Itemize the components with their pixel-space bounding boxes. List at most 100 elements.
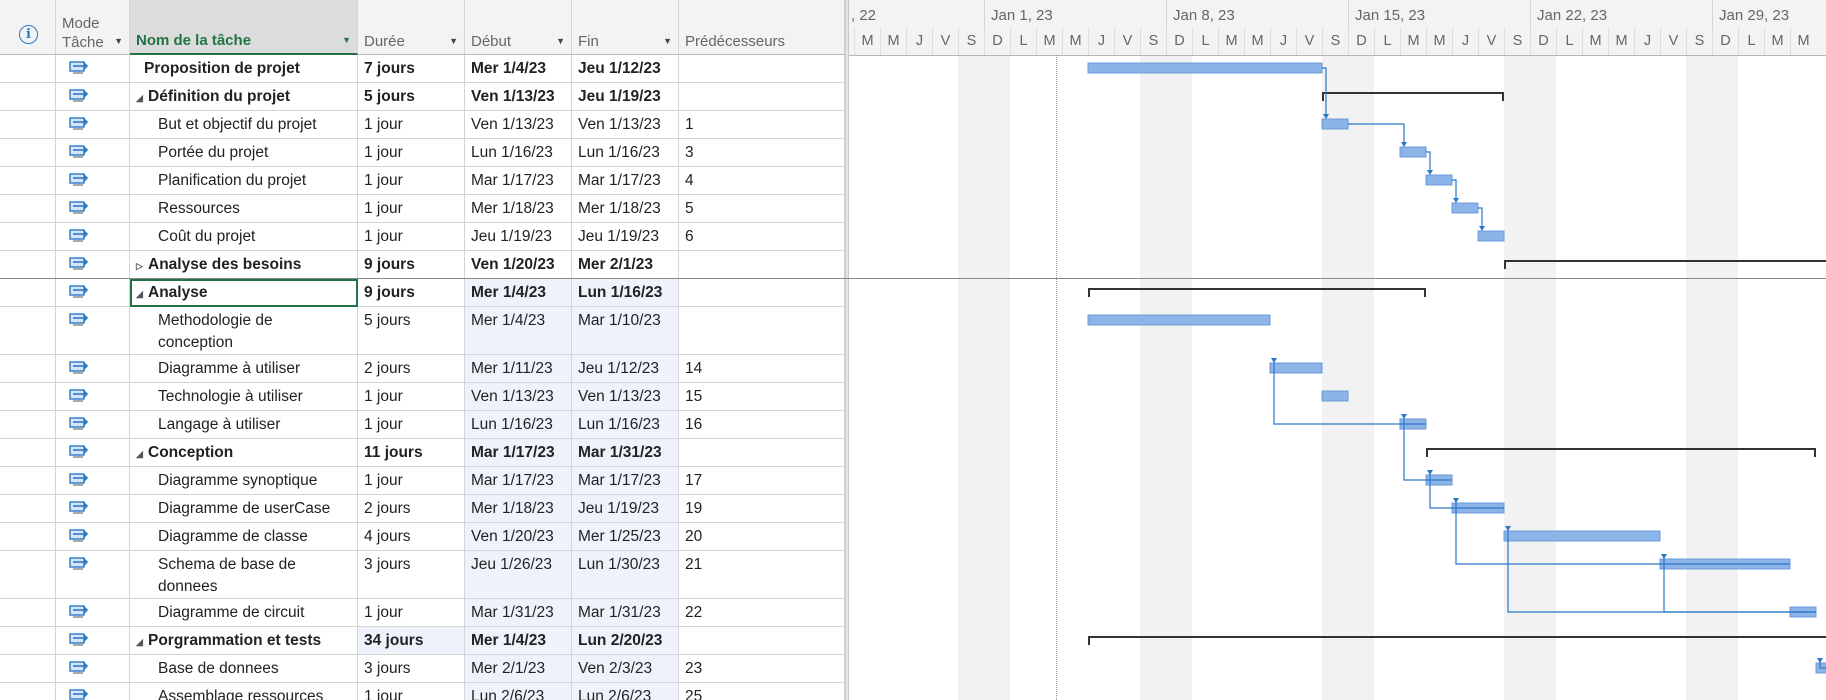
task-mode-cell[interactable] <box>56 279 130 307</box>
task-duration-cell[interactable]: 5 jours <box>358 307 465 355</box>
task-predecessors-cell[interactable]: 1 <box>679 111 845 139</box>
task-name-cell[interactable]: Assemblage ressources <box>130 683 358 700</box>
table-row[interactable]: Base de donnees 3 jours Mer 2/1/23 Ven 2/3/… <box>0 655 845 683</box>
task-name-cell[interactable]: Langage à utiliser <box>130 411 358 439</box>
task-name-cell[interactable]: Coût du projet <box>130 223 358 251</box>
task-duration-cell[interactable]: 3 jours <box>358 655 465 683</box>
table-row[interactable]: Diagramme de circuit 1 jour Mar 1/31/23 Mar… <box>0 599 845 627</box>
row-indicator-cell[interactable] <box>0 599 56 627</box>
finish-column-header[interactable]: Fin ▼ <box>572 0 679 55</box>
task-mode-cell[interactable] <box>56 355 130 383</box>
task-start-cell[interactable]: Ven 1/20/23 <box>465 251 572 279</box>
row-indicator-cell[interactable] <box>0 307 56 355</box>
task-bar[interactable] <box>1087 314 1271 326</box>
row-indicator-cell[interactable] <box>0 195 56 223</box>
chevron-down-icon[interactable]: ▼ <box>114 36 123 46</box>
task-finish-cell[interactable]: Jeu 1/19/23 <box>572 495 679 523</box>
task-bar[interactable] <box>1321 390 1349 402</box>
row-indicator-cell[interactable] <box>0 683 56 700</box>
task-mode-cell[interactable] <box>56 599 130 627</box>
row-indicator-cell[interactable] <box>0 139 56 167</box>
task-predecessors-cell[interactable]: 14 <box>679 355 845 383</box>
task-finish-cell[interactable]: Ven 1/13/23 <box>572 111 679 139</box>
task-mode-cell[interactable] <box>56 467 130 495</box>
task-duration-cell[interactable]: 2 jours <box>358 355 465 383</box>
table-row[interactable]: Ressources 1 jour Mer 1/18/23 Mer 1/18/23 5 <box>0 195 845 223</box>
task-predecessors-cell[interactable]: 23 <box>679 655 845 683</box>
task-duration-cell[interactable]: 3 jours <box>358 551 465 599</box>
task-finish-cell[interactable]: Mer 1/18/23 <box>572 195 679 223</box>
task-name-cell[interactable]: ◢ Porgrammation et tests <box>130 627 358 655</box>
task-finish-cell[interactable]: Ven 2/3/23 <box>572 655 679 683</box>
task-duration-cell[interactable]: 1 jour <box>358 683 465 700</box>
task-start-cell[interactable]: Ven 1/13/23 <box>465 111 572 139</box>
task-mode-cell[interactable] <box>56 111 130 139</box>
task-duration-cell[interactable]: 7 jours <box>358 55 465 83</box>
row-indicator-cell[interactable] <box>0 467 56 495</box>
task-start-cell[interactable]: Lun 1/16/23 <box>465 411 572 439</box>
table-row[interactable]: Schema de base de donnees 3 jours Jeu 1/26… <box>0 551 845 599</box>
table-row[interactable]: Diagramme synoptique 1 jour Mar 1/17/23 Mar… <box>0 467 845 495</box>
task-predecessors-cell[interactable] <box>679 307 845 355</box>
task-predecessors-cell[interactable] <box>679 55 845 83</box>
predecessors-column-header[interactable]: Prédécesseurs <box>679 0 845 55</box>
duration-column-header[interactable]: Durée ▼ <box>358 0 465 55</box>
task-mode-cell[interactable] <box>56 307 130 355</box>
task-finish-cell[interactable]: Mar 1/10/23 <box>572 307 679 355</box>
task-start-cell[interactable]: Jeu 1/19/23 <box>465 223 572 251</box>
row-indicator-cell[interactable] <box>0 111 56 139</box>
task-finish-cell[interactable]: Lun 2/6/23 <box>572 683 679 700</box>
mode-column-header[interactable]: Mode Tâche ▼ <box>56 0 130 55</box>
task-bar[interactable] <box>1321 118 1349 130</box>
task-predecessors-cell[interactable] <box>679 439 845 467</box>
task-mode-cell[interactable] <box>56 551 130 599</box>
table-row[interactable]: Diagramme de classe 4 jours Ven 1/20/23 Mer… <box>0 523 845 551</box>
task-predecessors-cell[interactable] <box>679 83 845 111</box>
row-indicator-cell[interactable] <box>0 223 56 251</box>
row-indicator-cell[interactable] <box>0 279 56 307</box>
info-column-header[interactable]: i <box>0 0 56 55</box>
task-finish-cell[interactable]: Ven 1/13/23 <box>572 383 679 411</box>
task-predecessors-cell[interactable] <box>679 279 845 307</box>
task-predecessors-cell[interactable] <box>679 251 845 279</box>
row-indicator-cell[interactable] <box>0 383 56 411</box>
row-indicator-cell[interactable] <box>0 495 56 523</box>
table-row[interactable]: Diagramme à utiliser 2 jours Mer 1/11/23 Je… <box>0 355 845 383</box>
task-bar[interactable] <box>1399 146 1427 158</box>
row-indicator-cell[interactable] <box>0 83 56 111</box>
table-row[interactable]: But et objectif du projet 1 jour Ven 1/13/… <box>0 111 845 139</box>
task-predecessors-cell[interactable]: 16 <box>679 411 845 439</box>
chevron-down-icon[interactable]: ▼ <box>449 36 458 46</box>
task-bar[interactable] <box>1503 530 1661 542</box>
table-row[interactable]: ◢ Porgrammation et tests 34 jours Mer 1/4/2… <box>0 627 845 655</box>
table-row[interactable]: ▷ Analyse des besoins 9 jours Ven 1/20/23 Me… <box>0 251 845 279</box>
collapse-toggle-icon[interactable]: ▷ <box>136 261 143 271</box>
task-predecessors-cell[interactable]: 21 <box>679 551 845 599</box>
task-finish-cell[interactable]: Lun 1/30/23 <box>572 551 679 599</box>
task-duration-cell[interactable]: 4 jours <box>358 523 465 551</box>
chevron-down-icon[interactable]: ▼ <box>342 35 351 45</box>
task-bar[interactable] <box>1269 362 1323 374</box>
task-predecessors-cell[interactable]: 22 <box>679 599 845 627</box>
task-predecessors-cell[interactable] <box>679 627 845 655</box>
chevron-down-icon[interactable]: ▼ <box>556 36 565 46</box>
row-indicator-cell[interactable] <box>0 523 56 551</box>
task-start-cell[interactable]: Mar 1/17/23 <box>465 467 572 495</box>
task-finish-cell[interactable]: Mar 1/31/23 <box>572 439 679 467</box>
task-duration-cell[interactable]: 2 jours <box>358 495 465 523</box>
row-indicator-cell[interactable] <box>0 251 56 279</box>
task-start-cell[interactable]: Mer 1/18/23 <box>465 495 572 523</box>
task-duration-cell[interactable]: 1 jour <box>358 139 465 167</box>
task-duration-cell[interactable]: 34 jours <box>358 627 465 655</box>
task-mode-cell[interactable] <box>56 167 130 195</box>
task-name-cell[interactable]: Technologie à utiliser <box>130 383 358 411</box>
task-mode-cell[interactable] <box>56 411 130 439</box>
row-indicator-cell[interactable] <box>0 551 56 599</box>
task-finish-cell[interactable]: Mar 1/17/23 <box>572 167 679 195</box>
task-duration-cell[interactable]: 1 jour <box>358 223 465 251</box>
task-mode-cell[interactable] <box>56 439 130 467</box>
task-name-cell[interactable]: Diagramme de circuit <box>130 599 358 627</box>
task-duration-cell[interactable]: 1 jour <box>358 599 465 627</box>
task-predecessors-cell[interactable]: 6 <box>679 223 845 251</box>
task-mode-cell[interactable] <box>56 251 130 279</box>
